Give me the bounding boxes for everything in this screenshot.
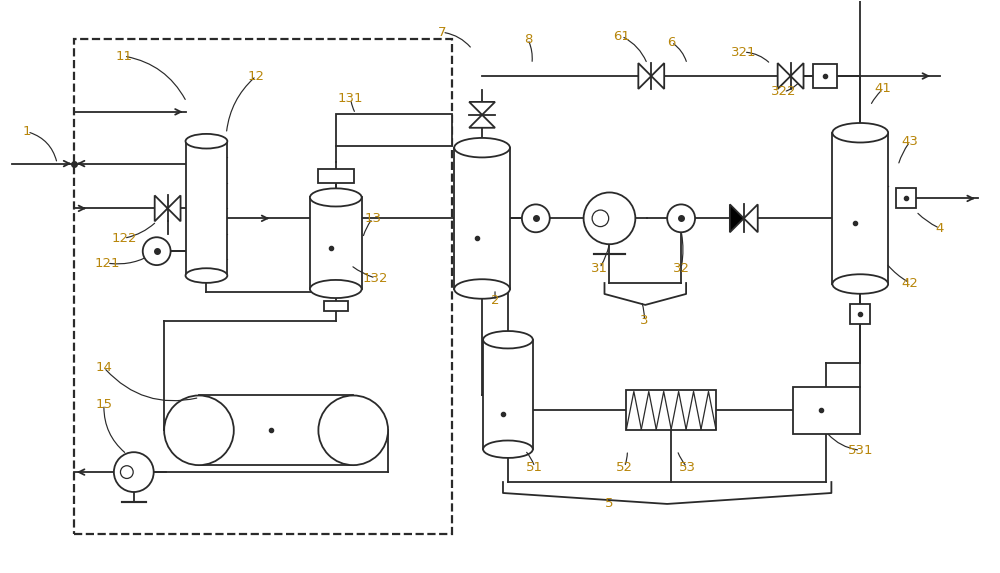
Circle shape — [120, 466, 133, 478]
Polygon shape — [791, 63, 804, 89]
Text: 41: 41 — [875, 83, 892, 96]
Text: 52: 52 — [616, 461, 633, 474]
Text: 531: 531 — [847, 444, 873, 457]
Bar — [626, 390, 716, 430]
Polygon shape — [155, 195, 168, 221]
Circle shape — [114, 452, 154, 492]
Bar — [336, 114, 452, 146]
Text: 132: 132 — [363, 272, 388, 285]
Bar — [813, 64, 837, 88]
Text: 12: 12 — [248, 69, 265, 83]
Polygon shape — [469, 115, 495, 128]
Bar — [850, 304, 870, 324]
Polygon shape — [638, 63, 651, 89]
Bar — [896, 189, 916, 209]
Text: 322: 322 — [771, 85, 796, 99]
Polygon shape — [778, 63, 791, 89]
Circle shape — [667, 205, 695, 232]
Text: 51: 51 — [526, 461, 543, 474]
Polygon shape — [168, 195, 181, 221]
Ellipse shape — [454, 279, 510, 299]
Text: 14: 14 — [95, 361, 112, 374]
Text: 6: 6 — [667, 36, 675, 49]
Ellipse shape — [186, 134, 227, 148]
Ellipse shape — [164, 395, 234, 465]
Text: 13: 13 — [364, 212, 381, 225]
Circle shape — [592, 210, 609, 226]
Ellipse shape — [454, 138, 510, 158]
Polygon shape — [744, 205, 758, 232]
Polygon shape — [651, 63, 664, 89]
Ellipse shape — [310, 280, 362, 298]
Text: 31: 31 — [591, 262, 608, 274]
Ellipse shape — [832, 274, 888, 294]
Ellipse shape — [832, 123, 888, 143]
Bar — [832, 133, 888, 284]
Text: 32: 32 — [673, 262, 690, 274]
Ellipse shape — [483, 441, 533, 458]
Text: 43: 43 — [902, 135, 918, 148]
Polygon shape — [469, 102, 495, 115]
Text: 4: 4 — [936, 222, 944, 235]
Text: 122: 122 — [111, 231, 137, 245]
Text: 121: 121 — [94, 257, 120, 270]
Ellipse shape — [483, 331, 533, 348]
Text: 42: 42 — [902, 277, 918, 289]
Text: 131: 131 — [338, 92, 363, 105]
Ellipse shape — [318, 395, 388, 465]
Bar — [483, 340, 533, 449]
Bar — [310, 198, 362, 289]
Text: 11: 11 — [115, 50, 132, 62]
Ellipse shape — [186, 268, 227, 283]
Text: 2: 2 — [491, 295, 499, 308]
Text: 61: 61 — [613, 30, 630, 43]
Text: 8: 8 — [524, 33, 532, 46]
Bar — [318, 168, 354, 183]
Text: 1: 1 — [23, 125, 32, 138]
Text: 5: 5 — [605, 497, 614, 511]
Text: 7: 7 — [438, 26, 447, 39]
Circle shape — [143, 237, 171, 265]
Text: 53: 53 — [679, 461, 696, 474]
Circle shape — [584, 193, 635, 244]
Text: 3: 3 — [640, 315, 649, 327]
Bar — [199, 395, 353, 465]
Text: 321: 321 — [731, 46, 757, 58]
Bar — [793, 387, 860, 434]
Text: 15: 15 — [95, 398, 112, 411]
Bar — [454, 148, 510, 289]
Polygon shape — [730, 205, 744, 232]
Circle shape — [522, 205, 550, 232]
Bar — [324, 301, 348, 311]
Ellipse shape — [310, 189, 362, 206]
Bar — [186, 141, 227, 276]
